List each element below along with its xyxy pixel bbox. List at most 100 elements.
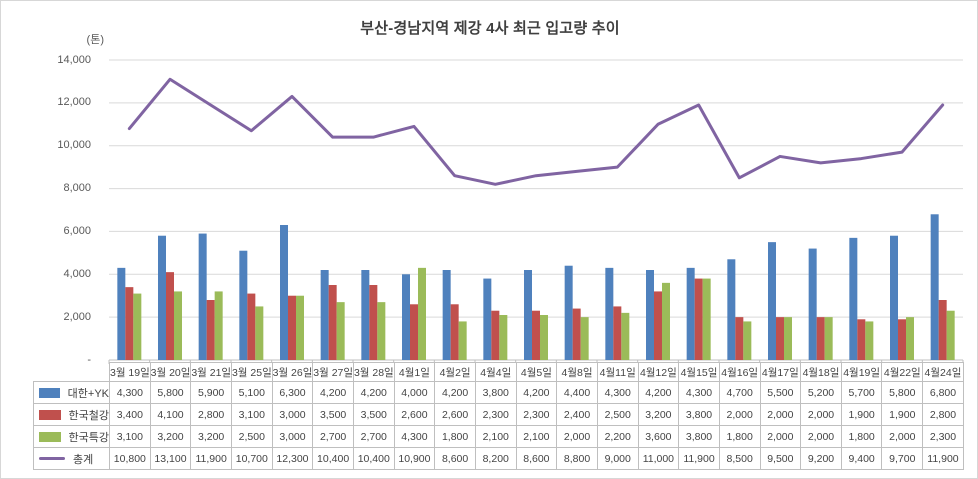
- bar-daehan-yk: [890, 235, 898, 360]
- x-category-label: 4월12일: [637, 362, 680, 382]
- x-category-label: 3월 19일: [109, 362, 151, 382]
- x-category-label: 4월24일: [922, 362, 964, 382]
- value-cell: 5,200: [800, 381, 842, 404]
- value-cell: 3,100: [230, 403, 273, 426]
- bar-hanguk-teukgang: [946, 310, 955, 360]
- bar-hanguk-teukgang: [824, 317, 833, 360]
- value-cell: 4,200: [312, 381, 354, 404]
- bar-hanguk-chulgang: [532, 310, 540, 360]
- y-tick-label: 2,000: [63, 310, 91, 323]
- value-cell: 6,300: [271, 381, 314, 404]
- bar-daehan-yk: [239, 250, 248, 360]
- value-cell: 2,700: [352, 425, 395, 448]
- value-cell: 2,300: [922, 425, 964, 448]
- value-cell: 4,100: [149, 403, 192, 426]
- series-row-chonggye-total: 총계 10,800 13,100 11,900 10,700 12,300 10,400 10…: [33, 447, 964, 470]
- bar-daehan-yk: [849, 237, 858, 360]
- x-category-label: 4월8일: [556, 362, 598, 382]
- bar-hanguk-chulgang: [816, 317, 825, 360]
- value-cell: 11,900: [922, 447, 964, 470]
- value-cell: 2,300: [474, 403, 517, 426]
- x-category-label: 3월 26일: [271, 362, 314, 382]
- legend-label: 총계: [73, 453, 94, 466]
- y-tick-label: -: [87, 353, 91, 366]
- value-cell: 11,000: [637, 447, 680, 470]
- bar-daehan-yk: [727, 259, 736, 360]
- bar-hanguk-teukgang: [133, 293, 142, 360]
- value-cell: 9,200: [800, 447, 842, 470]
- bar-hanguk-teukgang: [702, 278, 711, 360]
- x-category-label: 4월1일: [393, 362, 436, 382]
- value-cell: 2,000: [556, 425, 598, 448]
- value-cell: 9,400: [840, 447, 883, 470]
- value-cell: 3,500: [352, 403, 395, 426]
- legend-cell-hanguk-chulgang: 한국철강: [33, 403, 110, 426]
- bar-hanguk-chulgang: [938, 300, 947, 360]
- bar-hanguk-chulgang: [491, 310, 500, 360]
- hanguk-chulgang-swatch-icon: [39, 409, 61, 420]
- value-cell: 8,800: [556, 447, 598, 470]
- value-cell: 4,400: [556, 381, 598, 404]
- bar-daehan-yk: [808, 248, 817, 360]
- bar-hanguk-chulgang: [369, 285, 378, 360]
- legend-label: 한국특강: [68, 431, 109, 444]
- value-cell: 4,700: [718, 381, 761, 404]
- x-category-label: 4월16일: [718, 362, 761, 382]
- bar-hanguk-chulgang: [410, 304, 418, 360]
- value-cell: 2,100: [474, 425, 517, 448]
- value-cell: 3,800: [474, 381, 517, 404]
- x-category-label: 4월19일: [840, 362, 883, 382]
- value-cell: 2,500: [596, 403, 639, 426]
- bar-hanguk-chulgang: [328, 285, 337, 360]
- bar-hanguk-teukgang: [662, 282, 670, 360]
- y-tick-label: 4,000: [63, 267, 91, 280]
- bar-hanguk-teukgang: [743, 321, 752, 360]
- value-cell: 1,800: [718, 425, 761, 448]
- bar-hanguk-chulgang: [450, 304, 459, 360]
- x-category-label: 4월17일: [759, 362, 802, 382]
- bar-hanguk-chulgang: [735, 317, 744, 360]
- value-cell: 2,700: [312, 425, 354, 448]
- value-cell: 4,200: [637, 381, 680, 404]
- value-cell: 1,900: [840, 403, 883, 426]
- bar-daehan-yk: [117, 267, 126, 360]
- x-category-label: 4월5일: [515, 362, 558, 382]
- bar-hanguk-chulgang: [125, 287, 134, 360]
- bar-daehan-yk: [646, 270, 654, 360]
- bar-hanguk-teukgang: [865, 321, 874, 360]
- bar-daehan-yk: [361, 270, 370, 360]
- value-cell: 5,800: [881, 381, 924, 404]
- value-cell: 3,400: [109, 403, 151, 426]
- value-cell: 2,600: [393, 403, 436, 426]
- bar-hanguk-chulgang: [613, 306, 622, 360]
- bar-daehan-yk: [930, 214, 939, 360]
- bar-daehan-yk: [483, 278, 492, 360]
- value-cell: 1,800: [434, 425, 476, 448]
- chart-title: 부산-경남지역 제강 4사 최근 입고량 추이: [360, 20, 620, 37]
- bar-hanguk-chulgang: [206, 300, 215, 360]
- value-cell: 2,000: [800, 425, 842, 448]
- value-cell: 11,900: [678, 447, 720, 470]
- bar-daehan-yk: [320, 270, 329, 360]
- bar-hanguk-chulgang: [572, 308, 581, 360]
- bar-daehan-yk: [605, 267, 614, 360]
- value-cell: 3,200: [149, 425, 192, 448]
- value-cell: 10,800: [109, 447, 151, 470]
- value-cell: 8,600: [434, 447, 476, 470]
- bar-hanguk-teukgang: [580, 317, 589, 360]
- value-cell: 11,900: [190, 447, 232, 470]
- value-cell: 2,000: [759, 403, 802, 426]
- y-tick-label: 6,000: [63, 224, 91, 237]
- value-cell: 9,700: [881, 447, 924, 470]
- daehan-yk-swatch-icon: [39, 387, 60, 398]
- value-cell: 2,100: [515, 425, 558, 448]
- value-cell: 2,000: [759, 425, 802, 448]
- value-cell: 10,400: [312, 447, 354, 470]
- x-category-label: 4월15일: [678, 362, 720, 382]
- hanguk-teukgang-swatch-icon: [39, 431, 61, 442]
- x-category-label: 3월 21일: [190, 362, 232, 382]
- value-cell: 3,000: [271, 403, 314, 426]
- value-cell: 12,300: [271, 447, 314, 470]
